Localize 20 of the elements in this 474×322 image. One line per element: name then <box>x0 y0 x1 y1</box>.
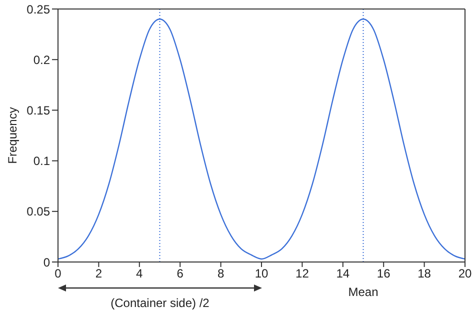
x-tick-label: 10 <box>254 266 268 281</box>
x-tick-label: 0 <box>54 266 62 281</box>
x-tick-label: 16 <box>376 266 391 281</box>
x-tick-label: 8 <box>217 266 224 281</box>
x-tick-label: 2 <box>95 266 102 281</box>
y-tick-label: 0.2 <box>33 52 50 67</box>
x-tick-label: 14 <box>336 266 350 281</box>
y-tick-label: 0.25 <box>26 2 50 16</box>
x-axis-title: Mean <box>348 285 378 299</box>
y-tick-label: 0.1 <box>33 154 50 168</box>
x-tick-label: 20 <box>458 266 472 281</box>
y-tick-label: 0 <box>43 255 50 270</box>
x-tick-label: 18 <box>418 266 432 281</box>
y-tick-label: 0.05 <box>26 204 50 219</box>
y-axis-title: Frequency <box>5 107 20 164</box>
x-tick-label: 4 <box>136 266 144 281</box>
x-tick-label: 6 <box>176 266 184 281</box>
y-tick-label: 0.15 <box>26 103 50 118</box>
text: (Container side) /2 <box>110 296 210 310</box>
x-tick-label: 12 <box>296 266 310 281</box>
